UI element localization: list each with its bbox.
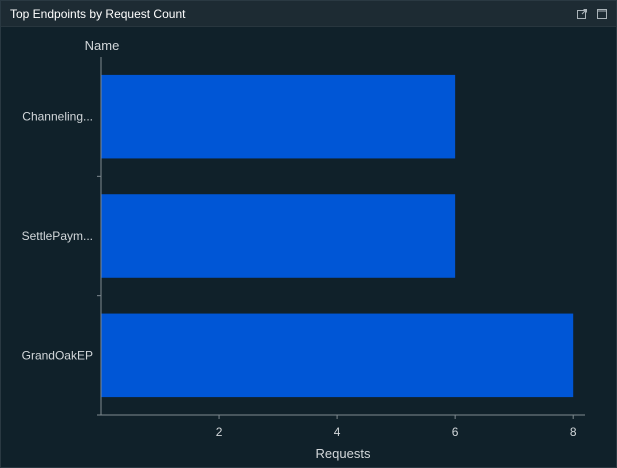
x-axis-label: Requests (316, 446, 371, 461)
x-tick-label: 2 (216, 425, 223, 439)
y-category-label: GrandOakEP (22, 348, 93, 362)
widget-title: Top Endpoints by Request Count (10, 7, 186, 21)
maximize-icon (597, 9, 607, 19)
bar-chart: Name Channeling... SettlePaym... GrandOakE… (22, 38, 585, 461)
x-tick-label: 6 (452, 425, 459, 439)
open-external-button[interactable] (575, 7, 589, 21)
open-external-icon (577, 9, 587, 19)
y-axis-label: Name (85, 38, 120, 53)
bar-2[interactable] (101, 313, 574, 398)
y-category-label: SettlePaym... (22, 229, 93, 243)
bar-1[interactable] (101, 194, 456, 278)
y-category-label: Channeling... (22, 110, 93, 124)
x-tick-label: 4 (334, 425, 341, 439)
x-tick-label: 8 (570, 425, 577, 439)
bar-0[interactable] (101, 74, 456, 159)
widget-header: Top Endpoints by Request Count (1, 1, 616, 27)
maximize-button[interactable] (595, 7, 609, 21)
